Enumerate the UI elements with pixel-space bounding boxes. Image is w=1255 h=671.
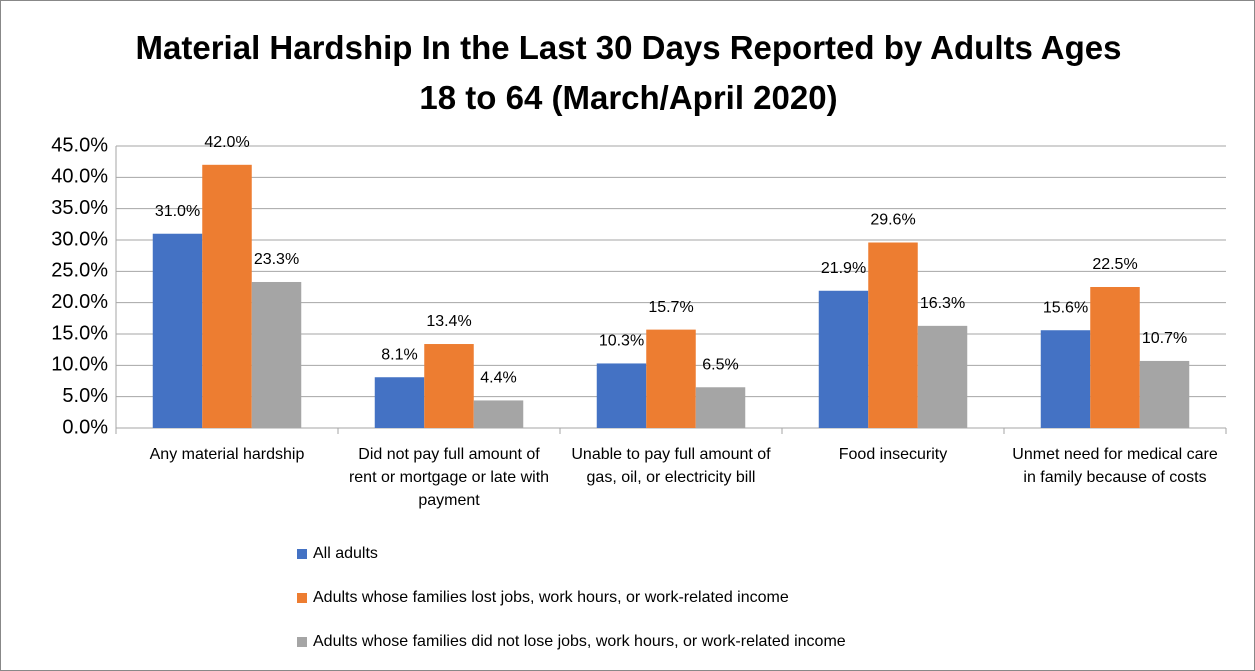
x-tick-label: Unable to pay full amount of gas, oil, o…	[571, 446, 771, 486]
data-label: 23.3%	[254, 251, 299, 268]
data-label: 31.0%	[155, 203, 200, 220]
y-tick-label: 40.0%	[51, 166, 108, 188]
data-label: 10.3%	[599, 333, 644, 350]
data-label: 8.1%	[381, 346, 417, 363]
legend-label: All adults	[313, 545, 378, 562]
chart-title: Material Hardship In the Last 30 Days Re…	[135, 29, 1122, 116]
data-label: 22.5%	[1092, 256, 1137, 273]
x-tick-label: Unmet need for medical care in family be…	[1012, 446, 1218, 486]
data-label: 29.6%	[870, 212, 915, 229]
data-label: 4.4%	[480, 370, 516, 387]
data-label: 16.3%	[920, 295, 965, 312]
legend-swatch	[297, 593, 307, 603]
legend-item: Adults whose families lost jobs, work ho…	[297, 588, 789, 608]
bar	[424, 344, 474, 428]
y-tick-label: 20.0%	[51, 291, 108, 313]
bar	[695, 387, 746, 428]
data-label: 13.4%	[426, 313, 471, 330]
bar	[1090, 287, 1140, 428]
y-tick-label: 35.0%	[51, 197, 108, 219]
legend-label: Adults whose families did not lose jobs,…	[313, 633, 846, 650]
bar	[1139, 360, 1190, 428]
bar	[917, 325, 968, 428]
legend-label: Adults whose families lost jobs, work ho…	[313, 589, 789, 606]
bar	[1040, 330, 1091, 428]
y-tick-label: 30.0%	[51, 228, 108, 250]
bar	[868, 242, 918, 428]
data-label: 42.0%	[204, 134, 249, 151]
data-label: 15.6%	[1043, 299, 1088, 316]
y-tick-label: 10.0%	[51, 354, 108, 376]
bar	[251, 281, 302, 428]
x-tick-label: Food insecurity	[838, 446, 948, 463]
bar	[202, 164, 252, 429]
data-label: 10.7%	[1142, 330, 1187, 347]
legend-swatch	[297, 549, 307, 559]
y-tick-label: 0.0%	[62, 416, 108, 438]
bar	[646, 329, 696, 428]
data-label: 6.5%	[702, 356, 738, 373]
x-tick-label: Any material hardship	[149, 446, 305, 463]
bar	[596, 363, 647, 428]
y-tick-label: 5.0%	[62, 385, 108, 407]
bar	[374, 377, 425, 428]
bar	[818, 290, 869, 428]
x-tick-label: Did not pay full amount of rent or mortg…	[348, 446, 550, 509]
data-label: 21.9%	[821, 260, 866, 277]
data-label: 15.7%	[648, 299, 693, 316]
legend-item: All adults	[297, 544, 378, 564]
y-tick-label: 15.0%	[51, 322, 108, 344]
bar	[152, 233, 203, 428]
legend-item: Adults whose families did not lose jobs,…	[297, 632, 846, 652]
legend-swatch	[297, 637, 307, 647]
bar	[473, 400, 524, 428]
y-tick-label: 45.0%	[51, 134, 108, 156]
y-tick-label: 25.0%	[51, 260, 108, 282]
